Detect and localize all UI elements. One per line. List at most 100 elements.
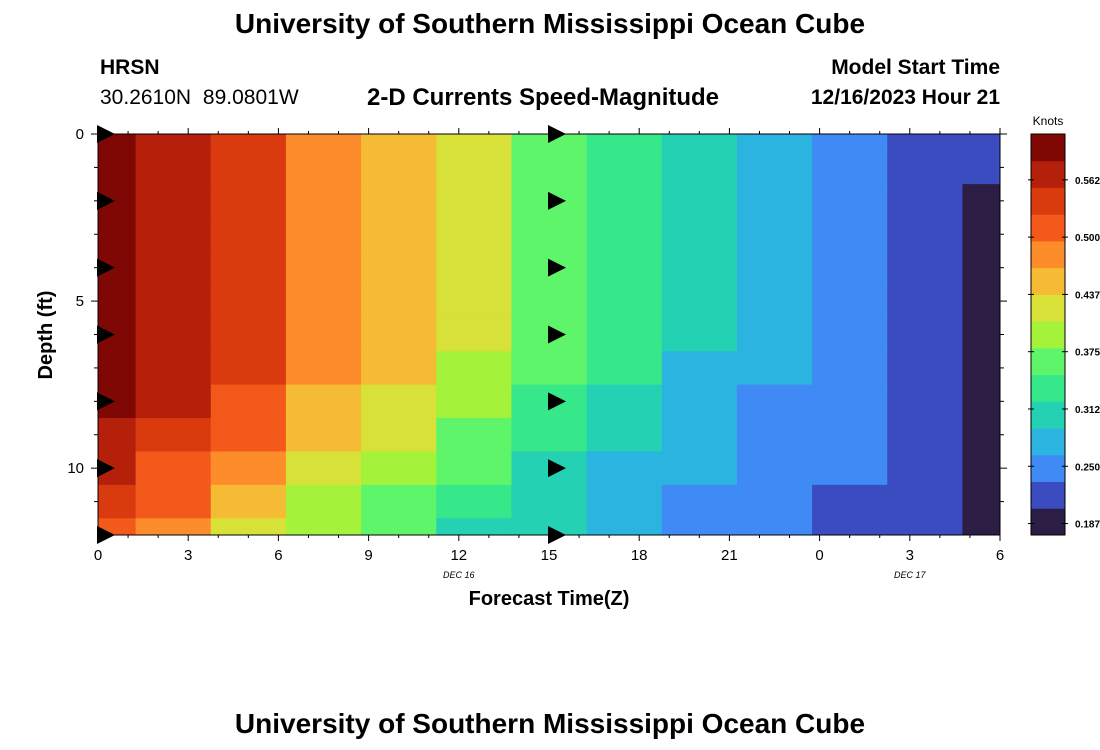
- heatmap-cell: [436, 484, 512, 519]
- colorbar-tick-label: 0.1875: [1075, 520, 1100, 531]
- heatmap-cell: [887, 134, 963, 152]
- colorbar-segment: [1031, 401, 1065, 429]
- footer-title: University of Southern Mississippi Ocean…: [234, 708, 866, 739]
- heatmap-cell: [436, 150, 512, 185]
- heatmap-cell: [812, 134, 888, 152]
- heatmap-cell: [962, 418, 1001, 452]
- heatmap-cell: [135, 351, 212, 386]
- heatmap-cell: [661, 418, 738, 452]
- heatmap-cell: [98, 134, 137, 152]
- heatmap-cell: [135, 284, 212, 319]
- heatmap-cell: [736, 284, 813, 319]
- heatmap-cell: [661, 150, 738, 185]
- heatmap-cell: [98, 284, 137, 319]
- colorbar-segments: [1031, 134, 1065, 536]
- colorbar-segment: [1031, 267, 1065, 295]
- heatmap-cell: [285, 384, 362, 419]
- heatmap-cell: [511, 418, 588, 452]
- y-tick-label: 5: [76, 293, 84, 310]
- heatmap-cell: [586, 518, 663, 536]
- x-tick-label: 15: [541, 547, 558, 564]
- page-title: University of Southern Mississippi Ocean…: [234, 8, 866, 39]
- heatmap-cell: [887, 250, 963, 285]
- heatmap-cell: [812, 250, 888, 285]
- heatmap-cell: [361, 150, 437, 185]
- heatmap-cell: [135, 217, 212, 252]
- x-tick-label: 18: [631, 547, 648, 564]
- heatmap-cell: [661, 518, 738, 536]
- heatmap-cell: [586, 284, 663, 319]
- heatmap-cell: [812, 451, 888, 486]
- heatmap-cell: [436, 451, 512, 486]
- x-tick-label: 3: [184, 547, 192, 564]
- colorbar-segment: [1031, 374, 1065, 402]
- heatmap-cell: [661, 284, 738, 319]
- heatmap-cell: [586, 384, 663, 419]
- heatmap-cell: [210, 484, 287, 519]
- heatmap-cell: [436, 351, 512, 386]
- heatmap-cell: [962, 284, 1001, 319]
- heatmap-cell: [812, 150, 888, 185]
- heatmap-cell: [586, 250, 663, 285]
- heatmap-cell: [361, 317, 437, 352]
- heatmap-cell: [285, 418, 362, 452]
- heatmap-cell: [887, 351, 963, 386]
- heatmap-cell: [511, 150, 588, 185]
- heatmap-cell: [887, 518, 963, 536]
- heatmap-cell: [887, 284, 963, 319]
- x-tick-label: 12: [450, 547, 467, 564]
- heatmap-cell: [586, 317, 663, 352]
- heatmap-cell: [135, 384, 212, 419]
- colorbar-segment: [1031, 240, 1065, 269]
- heatmap-cell: [887, 217, 963, 252]
- heatmap-cell: [361, 250, 437, 285]
- speed-heatmap-chart: 0 3 6 9 12 15 18 21 0 3 6 DEC 16 DEC 17 0 5 10 Forecas…: [35, 114, 1100, 610]
- heatmap-cell: [285, 150, 362, 185]
- heatmap-cell: [210, 134, 287, 152]
- heatmap-cell: [511, 484, 588, 519]
- heatmap-cell: [736, 484, 813, 519]
- heatmap-cell: [285, 451, 362, 486]
- colorbar-segment: [1031, 134, 1065, 162]
- heatmap-cell: [436, 518, 512, 536]
- heatmap-cell: [661, 451, 738, 486]
- station-name: HRSN: [100, 56, 160, 79]
- heatmap-cell: [812, 217, 888, 252]
- x-tick-label: 6: [274, 547, 282, 564]
- heatmap-cell: [436, 184, 512, 219]
- heatmap-cell: [361, 451, 437, 486]
- date-label: DEC 16: [443, 570, 475, 580]
- heatmap-cell: [98, 484, 137, 519]
- heatmap-cell: [736, 184, 813, 219]
- x-tick-label: 9: [364, 547, 372, 564]
- heatmap-cell: [361, 384, 437, 419]
- heatmap-cell: [736, 518, 813, 536]
- heatmap-cell: [962, 484, 1001, 519]
- heatmap-cell: [736, 250, 813, 285]
- heatmap-cell: [962, 351, 1001, 386]
- heatmap-cell: [285, 518, 362, 536]
- heatmap-cell: [285, 484, 362, 519]
- heatmap-cell: [135, 484, 212, 519]
- heatmap-cell: [812, 184, 888, 219]
- heatmap-cell: [812, 351, 888, 386]
- heatmap-cell: [586, 451, 663, 486]
- colorbar-tick-label: 0.5625: [1075, 176, 1100, 187]
- heatmap-cell: [210, 217, 287, 252]
- heatmap-cell: [661, 384, 738, 419]
- heatmap-cell: [135, 317, 212, 352]
- colorbar-tick-label: 0.4375: [1075, 290, 1100, 301]
- heatmap-cell: [661, 250, 738, 285]
- heatmap-cell: [135, 518, 212, 536]
- heatmap-cell: [661, 317, 738, 352]
- colorbar-segment: [1031, 214, 1065, 242]
- heatmap-cell: [361, 284, 437, 319]
- heatmap-cell: [285, 351, 362, 386]
- heatmap-cell: [661, 484, 738, 519]
- heatmap-cell: [887, 384, 963, 419]
- y-axis-label: Depth (ft): [35, 291, 57, 380]
- heatmap-cell: [736, 351, 813, 386]
